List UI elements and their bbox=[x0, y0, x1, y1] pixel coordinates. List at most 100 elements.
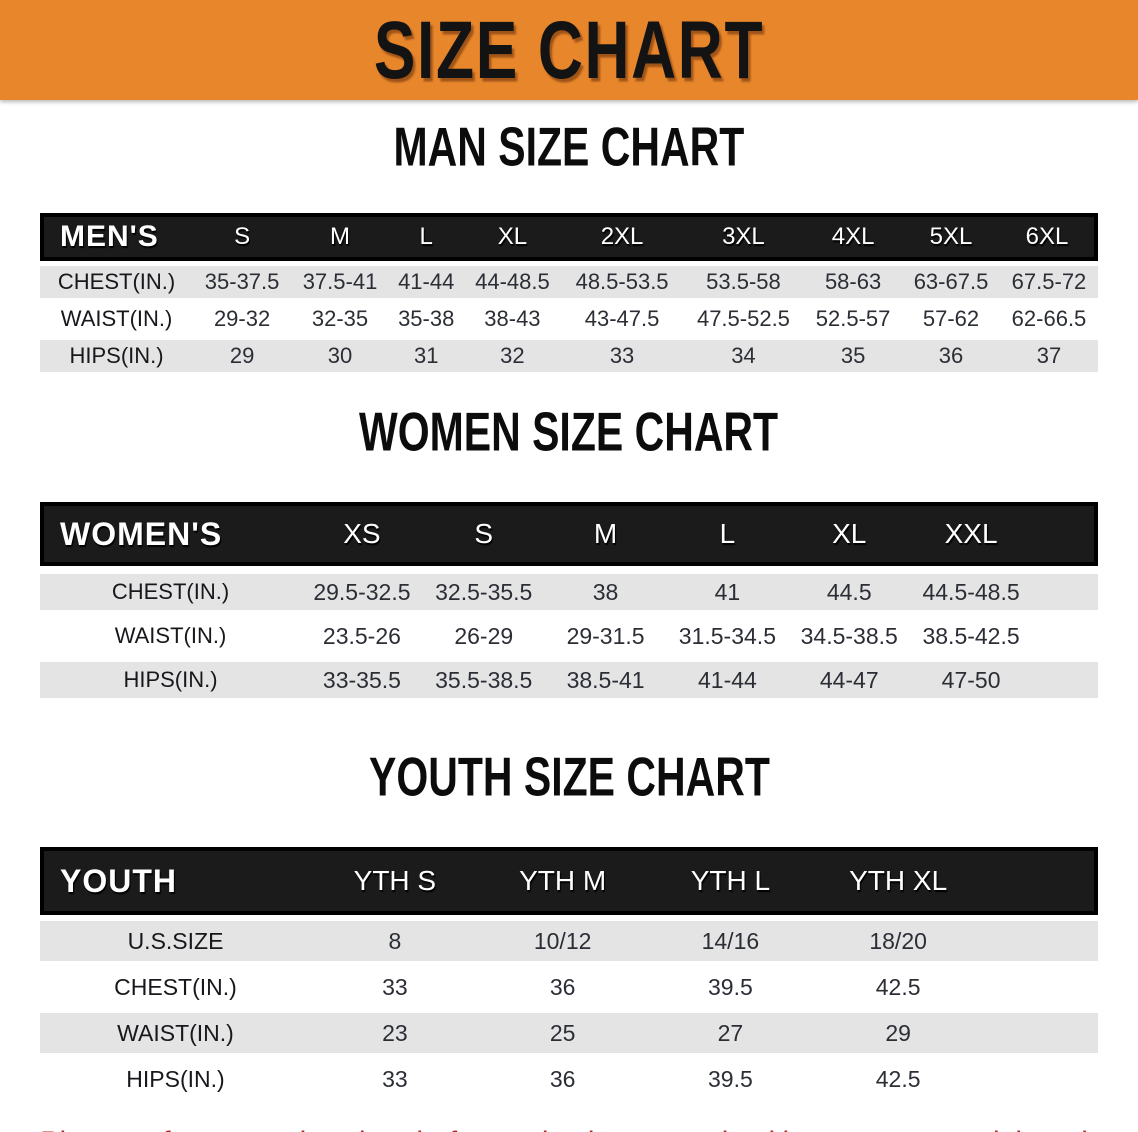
measure-value: 27 bbox=[646, 1013, 815, 1053]
womens-size-table: WOMEN'S XS S M L XL XXL CHEST(IN.) 29.5-32.5 32.5… bbox=[40, 494, 1098, 706]
youth-size-chart-heading: YOUTH SIZE CHART bbox=[0, 746, 1138, 815]
banner-title: SIZE CHART bbox=[373, 4, 765, 96]
size-column-header: 4XL bbox=[804, 213, 903, 261]
womens-size-table-wrap: WOMEN'S XS S M L XL XXL CHEST(IN.) 29.5-32.5 32.5… bbox=[0, 494, 1138, 706]
size-column-header: L bbox=[666, 502, 789, 566]
measure-value: 34.5-38.5 bbox=[800, 622, 898, 649]
header-spacer-cell bbox=[1032, 502, 1098, 566]
measure-value: 18/20 bbox=[814, 921, 982, 961]
measure-value: 43-47.5 bbox=[584, 306, 660, 331]
measure-value: 41 bbox=[666, 574, 789, 610]
measure-value: 47-50 bbox=[910, 662, 1032, 698]
mens-size-table-wrap: MEN'S S M L XL 2XL 3XL 4XL 5XL 6XL CHEST(IN.) 35-37… bbox=[0, 208, 1138, 377]
measure-row: U.S.SIZE 8 10/12 14/16 18/20 bbox=[40, 921, 1098, 961]
measure-value: 29.5-32.5 bbox=[301, 574, 423, 610]
measure-value: 58-63 bbox=[804, 266, 903, 298]
size-column-header: 3XL bbox=[682, 213, 805, 261]
measure-value: 31 bbox=[388, 340, 464, 372]
header-spacer-cell bbox=[982, 847, 1098, 915]
measure-value: 39.5 bbox=[707, 1065, 753, 1092]
size-column-header: YTH M bbox=[478, 847, 647, 915]
row-spacer-cell bbox=[1032, 618, 1098, 654]
size-table-header-row: MEN'S S M L XL 2XL 3XL 4XL 5XL 6XL bbox=[40, 213, 1098, 261]
measure-value: 48.5-53.5 bbox=[561, 266, 683, 298]
table-group-label: MEN'S bbox=[40, 213, 194, 261]
measure-value: 42.5 bbox=[875, 973, 921, 1000]
measure-row-label: CHEST(IN.) bbox=[114, 973, 237, 1000]
size-column-header: YTH L bbox=[646, 847, 815, 915]
measure-value: 38.5-42.5 bbox=[922, 622, 1020, 649]
man-size-chart-heading-text: MAN SIZE CHART bbox=[393, 116, 745, 178]
size-table-header-row: WOMEN'S XS S M L XL XXL bbox=[40, 502, 1098, 566]
youth-size-table-wrap: YOUTH YTH S YTH M YTH L YTH XL U.S.SIZE 8 10/12… bbox=[0, 841, 1138, 1105]
disclaimer-text: Please refer to our size chart before or… bbox=[0, 1121, 1138, 1132]
size-column-header: XS bbox=[301, 502, 423, 566]
measure-row-label: U.S.SIZE bbox=[40, 921, 311, 961]
size-column-header: M bbox=[544, 502, 667, 566]
measure-value: 62-66.5 bbox=[1011, 306, 1087, 331]
measure-value: 47.5-52.5 bbox=[696, 306, 790, 331]
size-column-header: 6XL bbox=[999, 213, 1098, 261]
measure-row-label: CHEST(IN.) bbox=[40, 266, 194, 298]
measure-value: 32.5-35.5 bbox=[422, 574, 545, 610]
measure-value: 36 bbox=[549, 1065, 576, 1092]
row-spacer-cell bbox=[982, 1013, 1098, 1053]
measure-value: 29 bbox=[814, 1013, 982, 1053]
measure-value: 29-31.5 bbox=[566, 622, 645, 649]
measure-value: 10/12 bbox=[478, 921, 647, 961]
measure-value: 41-44 bbox=[388, 266, 464, 298]
measure-value: 36 bbox=[549, 973, 576, 1000]
measure-value: 35 bbox=[804, 340, 903, 372]
row-spacer-cell bbox=[982, 921, 1098, 961]
measure-row: CHEST(IN.) 35-37.5 37.5-41 41-44 44-48.5 48.5… bbox=[40, 266, 1098, 298]
measure-value: 34 bbox=[682, 340, 805, 372]
measure-value: 29-32 bbox=[213, 306, 271, 331]
measure-row-label: HIPS(IN.) bbox=[126, 1065, 225, 1092]
measure-value: 44.5-48.5 bbox=[910, 574, 1032, 610]
women-size-chart-heading: WOMEN SIZE CHART bbox=[0, 405, 1138, 470]
mens-size-table: MEN'S S M L XL 2XL 3XL 4XL 5XL 6XL CHEST(IN.) 35-37… bbox=[40, 208, 1098, 377]
measure-row-label: CHEST(IN.) bbox=[40, 574, 301, 610]
measure-value: 25 bbox=[478, 1013, 647, 1053]
measure-value: 33 bbox=[382, 1065, 408, 1092]
size-column-header: XXL bbox=[910, 502, 1032, 566]
measure-value: 44-47 bbox=[788, 662, 911, 698]
man-size-chart-heading: MAN SIZE CHART bbox=[0, 116, 1138, 185]
row-spacer-cell bbox=[982, 1059, 1098, 1099]
measure-value: 30 bbox=[291, 340, 389, 372]
measure-value: 35-37.5 bbox=[193, 266, 292, 298]
size-column-header: 5XL bbox=[902, 213, 1000, 261]
measure-value: 23 bbox=[311, 1013, 479, 1053]
measure-value: 35.5-38.5 bbox=[422, 662, 545, 698]
measure-value: 44-48.5 bbox=[463, 266, 562, 298]
size-column-header: S bbox=[193, 213, 292, 261]
disclaimer-line-1: Please refer to our size chart before or… bbox=[40, 1121, 1138, 1132]
measure-value: 29 bbox=[193, 340, 292, 372]
measure-row-label: WAIST(IN.) bbox=[114, 623, 227, 648]
measure-value: 44.5 bbox=[788, 574, 911, 610]
measure-value: 67.5-72 bbox=[999, 266, 1098, 298]
measure-row: CHEST(IN.) 33 36 39.5 42.5 bbox=[40, 967, 1098, 1007]
size-column-header: S bbox=[422, 502, 545, 566]
measure-value: 31.5-34.5 bbox=[678, 622, 776, 649]
size-column-header: YTH S bbox=[311, 847, 479, 915]
youth-size-table: YOUTH YTH S YTH M YTH L YTH XL U.S.SIZE 8 10/12… bbox=[40, 841, 1098, 1105]
measure-value: 41-44 bbox=[666, 662, 789, 698]
measure-row: HIPS(IN.) 29 30 31 32 33 34 35 36 37 bbox=[40, 340, 1098, 372]
measure-row: WAIST(IN.) 29-32 32-35 35-38 38-43 43-47.5 47.… bbox=[40, 303, 1098, 335]
measure-value: 33 bbox=[561, 340, 683, 372]
measure-value: 14/16 bbox=[646, 921, 815, 961]
measure-value: 37.5-41 bbox=[291, 266, 389, 298]
measure-row: HIPS(IN.) 33-35.5 35.5-38.5 38.5-41 41-44 44-… bbox=[40, 662, 1098, 698]
measure-value: 38 bbox=[544, 574, 667, 610]
measure-value: 57-62 bbox=[922, 306, 980, 331]
size-column-header: 2XL bbox=[561, 213, 683, 261]
measure-row-label: WAIST(IN.) bbox=[40, 1013, 311, 1053]
measure-value: 36 bbox=[902, 340, 1000, 372]
youth-size-chart-heading-text: YOUTH SIZE CHART bbox=[368, 746, 770, 808]
size-table-header-row: YOUTH YTH S YTH M YTH L YTH XL bbox=[40, 847, 1098, 915]
size-column-header: XL bbox=[788, 502, 911, 566]
measure-row-label: HIPS(IN.) bbox=[40, 662, 301, 698]
size-chart-banner: SIZE CHART bbox=[0, 0, 1138, 100]
row-spacer-cell bbox=[1032, 662, 1098, 698]
